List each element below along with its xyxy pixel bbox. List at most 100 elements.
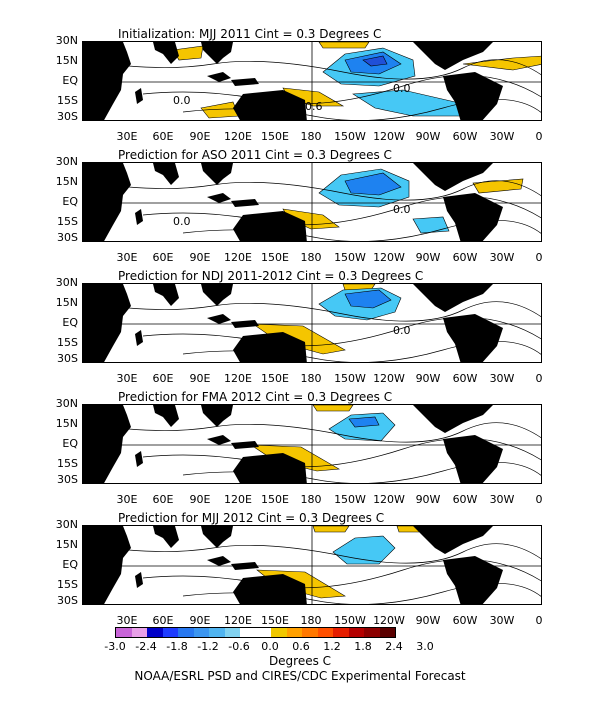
colorbar-tick-label: 2.4 [385,640,403,653]
sst-map-panel-2: 0.0 0.0 0.0 [82,162,542,242]
longitude-label: 0 [535,493,543,506]
contour-line [92,59,541,80]
landmass [207,193,231,203]
longitude-axis: 30E 60E 90E 120E 150E 180 150W 120W 90W 60W 30W 0 [82,493,543,507]
latitude-label: 15S [57,457,78,470]
landmass [233,453,307,483]
longitude-label: 30W [489,251,515,264]
cool-anomaly-peak [362,55,388,67]
landmass [233,332,307,362]
landmass [207,72,231,82]
latitude-label: EQ [62,195,78,208]
latitude-label: 15N [55,538,78,551]
longitude-label: 90E [189,251,211,264]
colorbar [115,627,396,638]
longitude-label: 60E [152,493,174,506]
longitude-label: 60E [152,614,174,627]
longitude-label: 150W [334,372,366,385]
longitude-label: 150W [334,614,366,627]
longitude-label: 180 [300,372,322,385]
warm-anomaly-region [312,526,350,533]
latitude-label: EQ [62,316,78,329]
latitude-label: 30N [55,276,78,289]
panel-title-5: Prediction for MJJ 2012 Cint = 0.3 Degre… [118,511,385,525]
sst-map-panel-4 [82,404,542,484]
longitude-label: 60E [152,251,174,264]
latitude-label: EQ [62,74,78,87]
latitude-label: 30S [57,352,78,365]
longitude-label: 180 [300,493,322,506]
warm-anomaly-region [312,405,354,412]
colorbar-swatch [193,628,209,637]
longitude-label: 150W [334,251,366,264]
longitude-label: 30W [489,372,515,385]
warm-anomaly-region [462,55,541,71]
colorbar-swatch [379,628,395,637]
colorbar-tick-label: -0.6 [228,640,250,653]
latitude-label: 30S [57,594,78,607]
landmass [135,572,143,588]
landmass [413,284,493,312]
longitude-label: 120W [373,493,405,506]
landmass [201,42,233,64]
landmass [443,314,503,362]
colorbar-tick-label: -2.4 [135,640,157,653]
contour-label: 0.0 [173,215,191,228]
latitude-label: 15N [55,296,78,309]
longitude-label: 90E [189,614,211,627]
longitude-axis: 30E 60E 90E 120E 150E 180 150W 120W 90W 60W 30W 0 [82,130,543,144]
colorbar-swatch [178,628,194,637]
latitude-label: 30N [55,518,78,531]
longitude-label: 150E [261,251,289,264]
latitude-label: 15S [57,336,78,349]
longitude-axis: 30E 60E 90E 120E 150E 180 150W 120W 90W 60W 30W 0 [82,614,543,628]
contour-label: 0.0 [455,288,473,301]
colorbar-swatch [224,628,240,637]
landmass [153,42,179,64]
landmass [443,556,503,604]
colorbar-swatch [162,628,178,637]
map-canvas: 0.0 [83,526,541,604]
landmass [413,526,493,554]
landmass [153,163,179,185]
longitude-label: 90W [415,614,441,627]
contour-line [92,180,541,201]
contour-label: 0.6 [305,100,323,113]
longitude-label: 120E [224,372,252,385]
colorbar-tick-label: 1.8 [354,640,372,653]
longitude-label: 30W [489,493,515,506]
latitude-label: 30N [55,34,78,47]
landmass [233,90,307,120]
warm-anomaly-region [472,178,524,194]
sst-map-panel-3: 0.0 0.0 [82,283,542,363]
latitude-label: 15S [57,578,78,591]
landmass [83,42,131,120]
map-canvas: 0.0 0.0 [83,284,541,362]
map-canvas [83,405,541,483]
longitude-label: 120E [224,614,252,627]
colorbar-swatch [286,628,302,637]
cool-anomaly-region [328,412,396,442]
longitude-label: 180 [300,614,322,627]
longitude-label: 60W [452,372,478,385]
map-canvas: 0.0 0.0 0.0 [83,163,541,241]
longitude-label: 120E [224,130,252,143]
longitude-label: 150E [261,372,289,385]
latitude-label: 15S [57,215,78,228]
landmass [135,88,143,104]
contour-label: 0.0 [393,324,411,337]
longitude-label: 120W [373,372,405,385]
colorbar-swatch [271,628,287,637]
landmass [153,284,179,306]
longitude-axis: 30E 60E 90E 120E 150E 180 150W 120W 90W 60W 30W 0 [82,251,543,265]
longitude-label: 90W [415,130,441,143]
latitude-label: 30S [57,473,78,486]
colorbar-swatch [209,628,225,637]
colorbar-swatch [240,628,256,637]
map-canvas: 0.0 0.0 0.0 0.6 [83,42,541,120]
sst-map-panel-5: 0.0 [82,525,542,605]
panel-title-4: Prediction for FMA 2012 Cint = 0.3 Degre… [118,390,393,404]
contour-label: 0.0 [393,203,411,216]
contour-label: 0.0 [455,167,473,180]
longitude-label: 180 [300,251,322,264]
